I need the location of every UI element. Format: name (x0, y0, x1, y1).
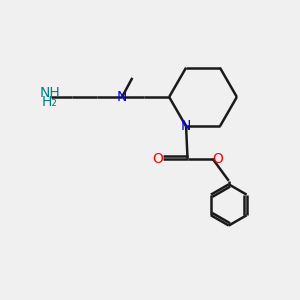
Text: N: N (117, 90, 127, 104)
Text: O: O (152, 152, 163, 166)
Text: H₂: H₂ (42, 95, 58, 109)
Text: N: N (181, 119, 191, 133)
Text: O: O (212, 152, 223, 166)
Text: NH: NH (40, 86, 60, 100)
